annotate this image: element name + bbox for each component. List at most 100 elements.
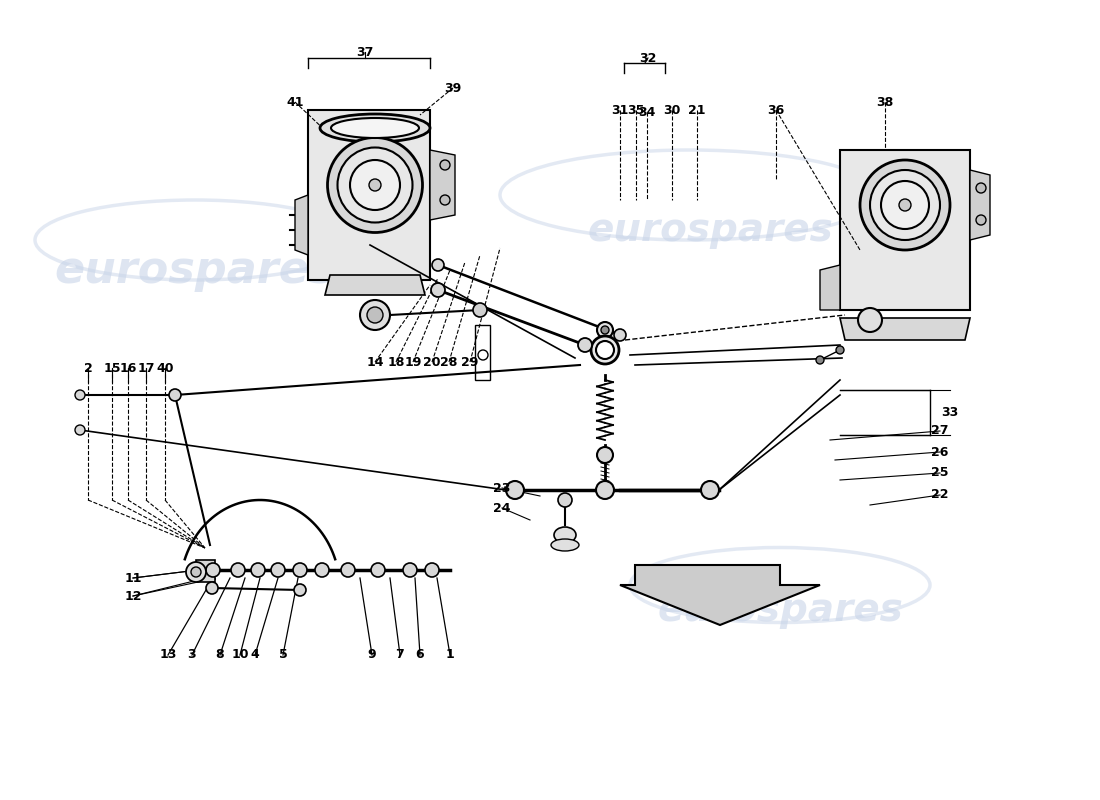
Polygon shape xyxy=(820,265,840,310)
Text: 28: 28 xyxy=(440,355,458,369)
Circle shape xyxy=(75,425,85,435)
Text: 39: 39 xyxy=(444,82,462,94)
Text: 7: 7 xyxy=(396,649,405,662)
Circle shape xyxy=(440,195,450,205)
Polygon shape xyxy=(840,150,970,310)
Text: 34: 34 xyxy=(638,106,656,118)
Text: 29: 29 xyxy=(461,355,478,369)
Text: eurospares: eurospares xyxy=(54,249,336,291)
Circle shape xyxy=(367,307,383,323)
Circle shape xyxy=(271,563,285,577)
Circle shape xyxy=(614,329,626,341)
Circle shape xyxy=(293,563,307,577)
Text: 9: 9 xyxy=(367,649,376,662)
Text: 25: 25 xyxy=(932,466,948,479)
Circle shape xyxy=(231,563,245,577)
Circle shape xyxy=(440,160,450,170)
Circle shape xyxy=(206,563,220,577)
Text: 31: 31 xyxy=(612,103,629,117)
Circle shape xyxy=(206,582,218,594)
Circle shape xyxy=(75,390,85,400)
Polygon shape xyxy=(196,560,214,582)
Text: 6: 6 xyxy=(416,649,425,662)
Circle shape xyxy=(360,300,390,330)
Text: 22: 22 xyxy=(932,489,948,502)
Circle shape xyxy=(836,346,844,354)
Ellipse shape xyxy=(328,138,422,233)
Text: 36: 36 xyxy=(768,103,784,117)
Circle shape xyxy=(341,563,355,577)
Circle shape xyxy=(169,389,182,401)
Circle shape xyxy=(186,562,206,582)
Polygon shape xyxy=(430,150,455,220)
Text: 30: 30 xyxy=(663,103,681,117)
Text: 20: 20 xyxy=(424,355,441,369)
Text: 13: 13 xyxy=(160,649,177,662)
Text: 15: 15 xyxy=(103,362,121,374)
Ellipse shape xyxy=(338,147,412,222)
Ellipse shape xyxy=(881,181,930,229)
Ellipse shape xyxy=(591,336,619,364)
Polygon shape xyxy=(840,318,970,340)
Ellipse shape xyxy=(899,199,911,211)
Circle shape xyxy=(596,481,614,499)
Text: 38: 38 xyxy=(877,95,893,109)
Ellipse shape xyxy=(870,170,940,240)
Text: 16: 16 xyxy=(119,362,136,374)
Text: 17: 17 xyxy=(138,362,155,374)
Circle shape xyxy=(701,481,719,499)
Circle shape xyxy=(578,338,592,352)
Circle shape xyxy=(315,563,329,577)
Text: 4: 4 xyxy=(251,649,260,662)
Polygon shape xyxy=(308,110,430,280)
Ellipse shape xyxy=(350,160,400,210)
Circle shape xyxy=(425,563,439,577)
Text: 12: 12 xyxy=(124,590,142,602)
Text: 32: 32 xyxy=(639,51,657,65)
Ellipse shape xyxy=(368,179,381,191)
Circle shape xyxy=(858,308,882,332)
Text: 40: 40 xyxy=(156,362,174,374)
Polygon shape xyxy=(295,195,308,255)
Text: 23: 23 xyxy=(493,482,510,494)
Circle shape xyxy=(976,215,986,225)
Polygon shape xyxy=(620,565,820,625)
Circle shape xyxy=(403,563,417,577)
Circle shape xyxy=(251,563,265,577)
Text: 5: 5 xyxy=(278,649,287,662)
Text: 26: 26 xyxy=(932,446,948,458)
Circle shape xyxy=(473,303,487,317)
Circle shape xyxy=(478,350,488,360)
Polygon shape xyxy=(324,275,425,295)
Circle shape xyxy=(976,183,986,193)
Circle shape xyxy=(371,563,385,577)
Circle shape xyxy=(816,356,824,364)
Text: 10: 10 xyxy=(231,649,249,662)
Circle shape xyxy=(294,584,306,596)
Ellipse shape xyxy=(554,527,576,543)
Ellipse shape xyxy=(860,160,950,250)
Circle shape xyxy=(431,283,446,297)
Circle shape xyxy=(506,481,524,499)
Text: 27: 27 xyxy=(932,425,948,438)
Circle shape xyxy=(601,326,609,334)
Text: 3: 3 xyxy=(188,649,196,662)
Text: 24: 24 xyxy=(493,502,510,514)
Text: eurospares: eurospares xyxy=(587,211,833,249)
Text: 41: 41 xyxy=(286,95,304,109)
Text: 1: 1 xyxy=(446,649,454,662)
Circle shape xyxy=(597,322,613,338)
Text: 8: 8 xyxy=(216,649,224,662)
Polygon shape xyxy=(970,170,990,240)
Circle shape xyxy=(432,259,444,271)
Circle shape xyxy=(191,567,201,577)
Ellipse shape xyxy=(331,118,419,138)
Text: 33: 33 xyxy=(942,406,958,419)
Text: 2: 2 xyxy=(84,362,92,374)
Text: 37: 37 xyxy=(356,46,374,58)
Circle shape xyxy=(597,447,613,463)
Text: 11: 11 xyxy=(124,571,142,585)
Text: 35: 35 xyxy=(627,103,645,117)
Circle shape xyxy=(558,493,572,507)
Text: 19: 19 xyxy=(405,355,421,369)
